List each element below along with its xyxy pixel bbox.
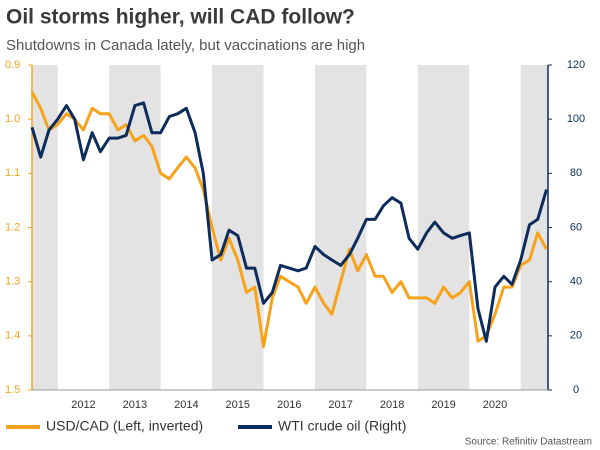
y2-tick-label: 80 xyxy=(570,167,582,179)
y-tick-label: 1.2 xyxy=(5,221,20,233)
y-tick-label: 1.4 xyxy=(5,330,20,342)
y2-tick-label: 120 xyxy=(567,59,585,71)
y2-tick-label: 20 xyxy=(570,330,582,342)
x-tick-label: 2014 xyxy=(174,399,198,411)
x-tick-label: 2015 xyxy=(226,399,250,411)
y2-tick-label: 40 xyxy=(570,276,582,288)
legend-label: WTI crude oil (Right) xyxy=(278,418,406,434)
year-band xyxy=(520,65,548,390)
year-band xyxy=(314,65,367,390)
year-band xyxy=(109,65,161,390)
x-tick-label: 2018 xyxy=(380,399,404,411)
x-tick-label: 2017 xyxy=(328,399,352,411)
year-band xyxy=(212,65,264,390)
year-band xyxy=(417,65,470,390)
series-line xyxy=(30,101,548,343)
series-line xyxy=(30,91,548,349)
chart-title: Oil storms higher, will CAD follow? xyxy=(6,6,355,29)
year-band xyxy=(32,65,58,390)
x-tick-label: 2012 xyxy=(71,399,95,411)
legend-label: USD/CAD (Left, inverted) xyxy=(46,418,203,434)
y-tick-label: 1.5 xyxy=(5,384,20,396)
x-tick-label: 2016 xyxy=(277,399,301,411)
x-tick-label: 2020 xyxy=(483,399,507,411)
chart-subtitle: Shutdowns in Canada lately, but vaccinat… xyxy=(6,37,365,54)
x-tick-label: 2013 xyxy=(123,399,147,411)
y-tick-label: 0.9 xyxy=(5,59,20,71)
y2-tick-label: 60 xyxy=(570,221,582,233)
y-tick-label: 1.1 xyxy=(5,167,20,179)
y2-tick-label: 100 xyxy=(567,113,585,125)
y-tick-label: 1.0 xyxy=(5,113,20,125)
x-tick-label: 2019 xyxy=(431,399,455,411)
y-tick-label: 1.3 xyxy=(5,276,20,288)
source: Source: Refinitiv Datastream xyxy=(465,437,592,448)
y2-tick-label: 0 xyxy=(573,384,579,396)
